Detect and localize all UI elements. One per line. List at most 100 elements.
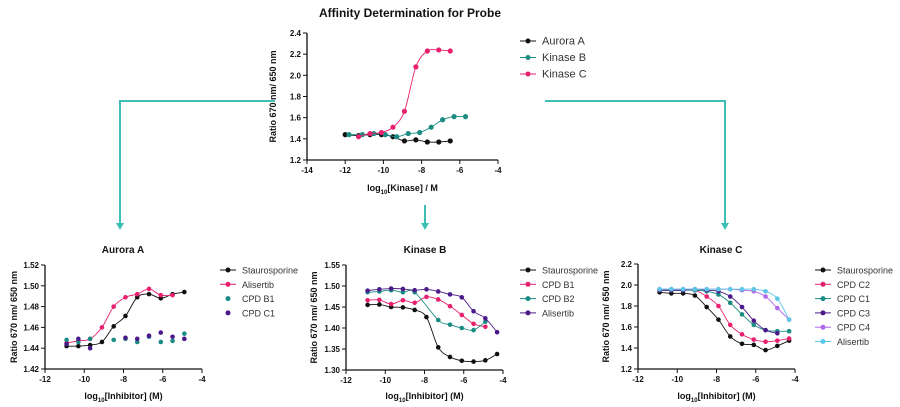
x-tick-label: -12 <box>340 376 352 385</box>
data-point <box>76 336 81 342</box>
data-point <box>657 286 662 292</box>
legend-item: Aurora A <box>520 36 585 48</box>
x-tick-label: -6 <box>456 166 464 175</box>
data-point <box>99 339 105 345</box>
legend-label: Aurora A <box>542 36 585 48</box>
data-point <box>365 288 370 293</box>
data-point <box>447 138 453 144</box>
data-point <box>775 338 780 343</box>
legend-marker <box>820 296 826 302</box>
data-point <box>680 286 686 292</box>
y-tick-label: 2.0 <box>290 71 302 80</box>
y-tick-label: 1.2 <box>290 156 302 165</box>
data-point <box>763 294 768 299</box>
legend-item: CPD C3 <box>815 308 870 318</box>
data-point <box>170 292 175 298</box>
legend-marker <box>525 38 531 44</box>
x-axis-label: log10[Inhibitor] (M) <box>385 391 463 404</box>
x-tick-label: -10 <box>378 166 390 175</box>
arrowhead-icon <box>721 223 729 230</box>
data-point <box>751 318 757 324</box>
y-tick-label: 1.52 <box>23 261 39 270</box>
chart-aurora: Aurora A -12 -10 -8 -6 -4 1.42 1.44 1.46 1.48 1.50… <box>9 245 298 404</box>
y-tick-label: 1.40 <box>324 324 340 333</box>
y-tick-label: 1.30 <box>324 366 340 375</box>
data-point <box>64 341 69 347</box>
data-point <box>440 117 446 123</box>
x-tick-label: -8 <box>418 166 426 175</box>
arrowhead-icon <box>421 223 429 230</box>
legend-item: CPD B1 <box>520 280 575 290</box>
data-point <box>158 339 164 345</box>
series-cpd-b1 <box>365 294 488 330</box>
data-point <box>704 286 709 292</box>
series-alisertib <box>657 286 792 322</box>
x-tick-label: -12 <box>632 375 644 384</box>
data-point <box>365 297 370 303</box>
x-tick-label: -6 <box>752 375 760 384</box>
data-point <box>680 291 686 296</box>
data-point <box>727 300 733 306</box>
data-point <box>775 296 780 301</box>
x-tick-label: -6 <box>159 375 167 384</box>
legend-marker <box>820 267 826 273</box>
data-point <box>451 114 457 120</box>
data-point <box>87 336 93 342</box>
data-point <box>424 287 429 292</box>
legend-item: CPD C2 <box>815 280 870 290</box>
data-point <box>763 289 768 294</box>
series-kinase-b <box>346 114 469 140</box>
x-tick-label: -4 <box>494 166 502 175</box>
data-point <box>134 291 140 297</box>
data-point <box>111 324 116 329</box>
data-point <box>170 334 175 340</box>
data-point <box>424 294 429 300</box>
data-point <box>367 130 373 137</box>
data-point <box>401 138 408 144</box>
data-point <box>424 139 430 145</box>
series-cpd-c4 <box>657 286 792 322</box>
data-point <box>170 338 175 344</box>
data-point <box>692 293 698 298</box>
data-point <box>390 124 396 130</box>
data-point <box>447 48 453 54</box>
data-point <box>412 307 417 313</box>
y-tick-label: 1.35 <box>324 345 340 354</box>
data-point <box>413 64 419 70</box>
x-tick-label: -4 <box>499 376 507 385</box>
data-point <box>716 317 721 322</box>
data-point <box>727 294 733 299</box>
series-alisertib <box>64 286 175 346</box>
series-cpd-c1 <box>657 287 792 334</box>
y-tick-label: 1.8 <box>621 302 633 311</box>
legend-label: Alisertib <box>837 337 869 347</box>
legend-label: Kinase C <box>542 69 587 81</box>
x-tick-label: -4 <box>198 375 206 384</box>
x-axis-label: log10[Inhibitor] (M) <box>84 391 162 404</box>
series-cpd-b2 <box>365 287 488 333</box>
data-point <box>146 291 152 297</box>
series-cpd-c1 <box>64 330 187 351</box>
legend-label: Staurosporine <box>542 266 598 276</box>
series-staurosporine <box>365 302 500 364</box>
data-point <box>435 289 441 294</box>
y-tick-label: 1.45 <box>324 303 340 312</box>
x-tick-label: -14 <box>301 166 313 175</box>
legend-label: CPD C2 <box>837 280 870 290</box>
x-tick-label: -8 <box>713 375 721 384</box>
y-tick-label: 1.6 <box>621 323 633 332</box>
data-point <box>123 294 128 300</box>
legend-marker <box>225 267 231 273</box>
y-axis-label: Ratio 670 nm/ 650 nm <box>309 271 319 363</box>
chart-probe: Affinity Determination for Probe -14 -12 -1… <box>268 6 587 196</box>
data-point <box>417 129 423 136</box>
legend-item: Staurosporine <box>815 266 893 276</box>
data-point <box>388 301 394 307</box>
data-point <box>355 134 362 140</box>
data-point <box>704 294 709 299</box>
data-point <box>459 312 465 318</box>
y-tick-label: 2.2 <box>290 50 302 59</box>
y-tick-label: 2.4 <box>290 29 302 38</box>
data-point <box>462 114 469 120</box>
